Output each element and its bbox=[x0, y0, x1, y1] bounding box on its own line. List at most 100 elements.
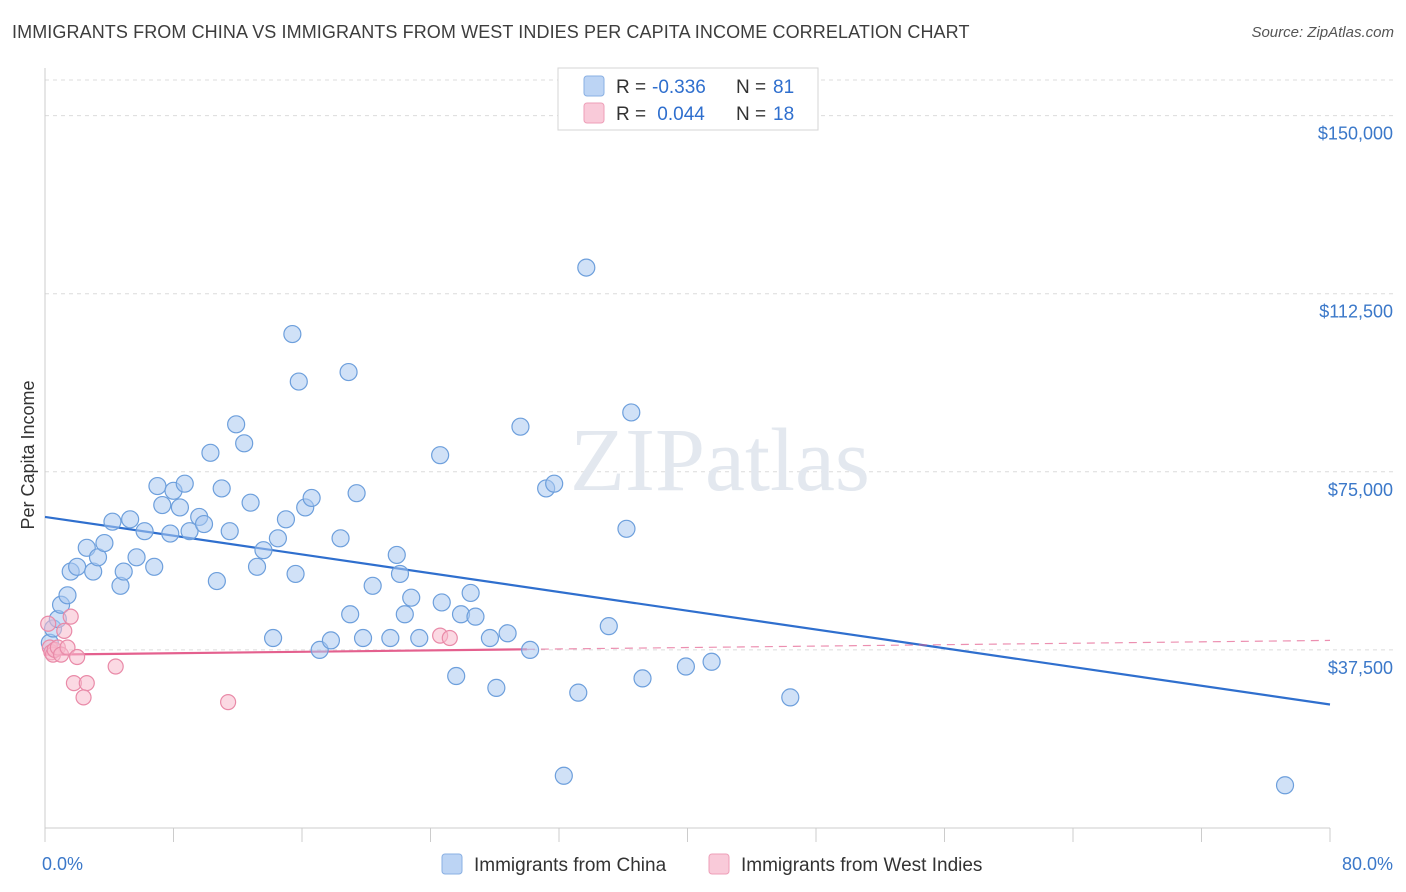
data-point-china-4 bbox=[58, 586, 77, 605]
data-point-west-indies-9 bbox=[62, 608, 79, 625]
data-point-china-28 bbox=[207, 571, 226, 591]
data-point-west-indies-17 bbox=[441, 629, 458, 647]
data-point-china-49 bbox=[347, 484, 366, 503]
data-point-china-67 bbox=[511, 417, 530, 436]
series-legend-label-china: Immigrants from China bbox=[474, 855, 667, 876]
axes bbox=[44, 68, 1331, 842]
y-tick-label-1: $75,000 bbox=[1328, 480, 1393, 500]
data-point-china-66 bbox=[498, 624, 517, 643]
data-point-china-13 bbox=[114, 562, 133, 581]
data-point-china-52 bbox=[381, 628, 400, 648]
data-point-china-34 bbox=[247, 557, 267, 576]
data-point-china-41 bbox=[289, 372, 308, 391]
data-point-china-18 bbox=[148, 476, 167, 496]
data-point-china-58 bbox=[432, 593, 451, 612]
data-point-china-79 bbox=[702, 652, 721, 671]
data-point-west-indies-7 bbox=[56, 622, 73, 640]
data-point-west-indies-12 bbox=[78, 675, 95, 692]
data-point-china-35 bbox=[254, 541, 273, 560]
stat-n-label-west-indies: N = bbox=[736, 104, 766, 125]
data-point-china-73 bbox=[577, 258, 596, 277]
data-point-china-54 bbox=[390, 564, 410, 584]
data-point-china-71 bbox=[554, 766, 573, 785]
data-point-china-60 bbox=[447, 666, 466, 686]
data-point-china-6 bbox=[68, 557, 87, 576]
data-point-china-17 bbox=[145, 557, 164, 576]
stat-r-label-west-indies: R = bbox=[616, 104, 646, 125]
stat-r-value-west-indies: 0.044 bbox=[652, 104, 705, 125]
data-point-china-48 bbox=[341, 605, 360, 624]
x-tick-label-max: 80.0% bbox=[1342, 854, 1393, 874]
data-point-china-59 bbox=[431, 446, 450, 465]
data-point-china-50 bbox=[353, 628, 373, 648]
data-point-china-56 bbox=[402, 588, 421, 607]
data-point-west-indies-14 bbox=[107, 658, 124, 675]
data-point-china-26 bbox=[194, 514, 214, 534]
series-legend-label-west-indies: Immigrants from West Indies bbox=[741, 855, 982, 876]
data-point-china-51 bbox=[363, 576, 382, 595]
data-point-china-19 bbox=[153, 495, 172, 515]
data-point-china-29 bbox=[212, 479, 231, 498]
data-point-china-70 bbox=[545, 474, 564, 493]
y-tick-label-2: $112,500 bbox=[1319, 302, 1393, 322]
stat-r-value-china: -0.336 bbox=[652, 77, 706, 98]
data-point-china-45 bbox=[321, 631, 341, 650]
data-point-china-76 bbox=[622, 403, 641, 422]
stat-r-label-china: R = bbox=[616, 77, 646, 98]
trend-line-china bbox=[44, 515, 1331, 706]
y-tick-label-0: $37,500 bbox=[1328, 658, 1393, 678]
data-point-west-indies-8 bbox=[59, 639, 76, 656]
y-tick-labels: $37,500 $75,000 $112,500 $150,000 bbox=[1318, 124, 1393, 678]
data-point-china-72 bbox=[569, 683, 588, 702]
data-point-china-64 bbox=[480, 628, 500, 648]
data-point-china-55 bbox=[395, 605, 414, 624]
data-point-china-62 bbox=[461, 583, 480, 603]
series-legend: Immigrants from China Immigrants from We… bbox=[441, 853, 982, 876]
stat-n-value-china: 81 bbox=[773, 77, 794, 98]
data-point-china-78 bbox=[676, 657, 695, 676]
data-point-china-68 bbox=[520, 640, 540, 660]
trend-line-extension-west-indies bbox=[526, 639, 1331, 650]
data-point-west-indies-11 bbox=[69, 648, 86, 666]
data-point-china-40 bbox=[286, 564, 305, 584]
legend-swatch-china bbox=[583, 75, 605, 97]
trend-lines bbox=[44, 515, 1331, 706]
data-point-west-indies-13 bbox=[75, 689, 92, 706]
data-point-china-81 bbox=[1275, 776, 1295, 795]
data-point-china-14 bbox=[121, 510, 140, 529]
data-point-china-10 bbox=[95, 533, 114, 553]
legend-swatch-west-indies bbox=[583, 102, 605, 124]
data-point-china-43 bbox=[302, 488, 321, 508]
data-point-china-39 bbox=[283, 324, 302, 344]
data-point-china-63 bbox=[466, 607, 485, 626]
data-point-china-16 bbox=[135, 522, 154, 541]
data-point-china-57 bbox=[410, 628, 429, 648]
y-tick-label-3: $150,000 bbox=[1318, 124, 1393, 144]
data-point-china-46 bbox=[331, 529, 350, 548]
data-point-china-23 bbox=[175, 474, 194, 493]
data-point-west-indies-0 bbox=[40, 615, 57, 632]
stat-n-label-china: N = bbox=[736, 77, 766, 98]
series-legend-swatch-west-indies bbox=[708, 853, 730, 875]
data-point-china-74 bbox=[599, 617, 618, 636]
data-point-china-15 bbox=[127, 548, 146, 567]
data-point-china-33 bbox=[241, 493, 260, 512]
x-tick-labels: 0.0% 80.0% bbox=[42, 854, 1393, 874]
data-point-china-24 bbox=[180, 522, 199, 541]
watermark: ZIPatlas bbox=[570, 411, 870, 510]
data-point-china-75 bbox=[617, 519, 636, 538]
data-point-china-22 bbox=[170, 498, 190, 517]
data-point-china-11 bbox=[103, 512, 122, 531]
data-points bbox=[40, 258, 1295, 795]
data-point-china-36 bbox=[263, 628, 283, 648]
data-point-china-20 bbox=[161, 524, 180, 543]
data-point-china-32 bbox=[235, 434, 254, 453]
data-point-china-37 bbox=[268, 529, 288, 548]
data-point-china-47 bbox=[339, 362, 358, 382]
series-legend-swatch-china bbox=[441, 853, 463, 875]
data-point-china-80 bbox=[781, 688, 800, 707]
chart-source: Source: ZipAtlas.com bbox=[1251, 24, 1394, 41]
data-point-west-indies-15 bbox=[220, 694, 237, 711]
data-point-china-38 bbox=[276, 510, 296, 529]
